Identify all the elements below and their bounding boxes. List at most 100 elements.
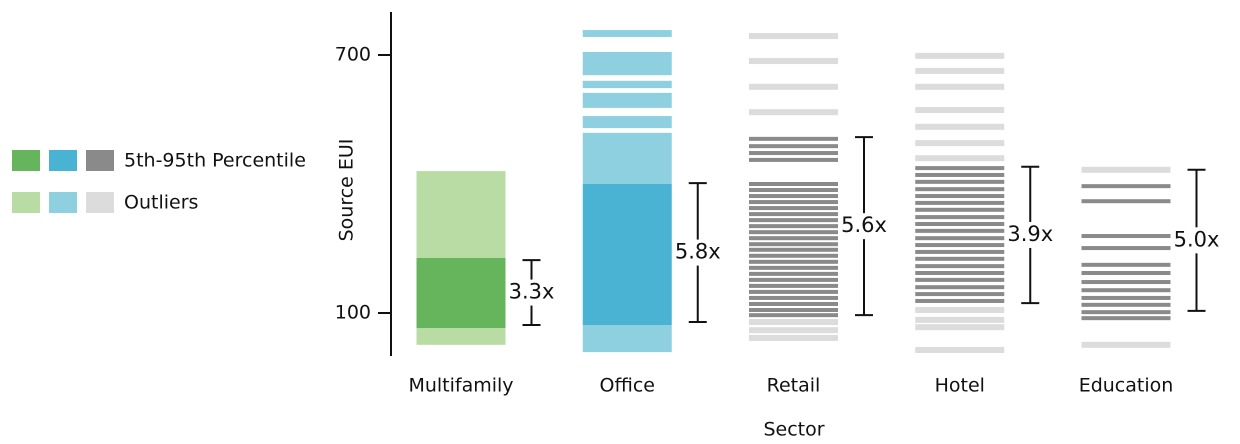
value-line xyxy=(749,289,838,294)
range-band xyxy=(582,92,672,108)
x-tick-label: Multifamily xyxy=(408,375,513,397)
x-tick-label: Education xyxy=(1079,375,1174,397)
value-line xyxy=(915,52,1005,59)
label-bg xyxy=(1008,221,1053,248)
legend-swatch xyxy=(49,192,77,213)
value-line xyxy=(749,218,838,223)
ratio-label: 5.8x xyxy=(675,240,721,264)
value-line xyxy=(915,172,1005,177)
label-bg xyxy=(842,213,886,240)
ratio-label: 3.9x xyxy=(1007,222,1053,246)
value-line xyxy=(749,212,838,217)
value-line xyxy=(749,182,838,186)
range-band xyxy=(416,171,506,258)
value-line xyxy=(915,67,1005,74)
value-line xyxy=(749,58,838,65)
value-line xyxy=(1081,288,1171,293)
value-line xyxy=(915,179,1005,184)
value-line xyxy=(749,157,838,162)
value-line xyxy=(749,242,838,247)
value-line xyxy=(915,346,1005,353)
y-axis-label: Source EUI xyxy=(336,139,358,242)
value-line xyxy=(749,327,838,334)
legend-swatch xyxy=(86,192,114,213)
value-line xyxy=(749,33,838,40)
legend-swatch xyxy=(49,150,77,171)
value-line xyxy=(915,123,1005,130)
value-line xyxy=(1081,271,1171,276)
value-line xyxy=(915,316,1005,323)
value-line xyxy=(749,301,838,306)
range-band xyxy=(582,116,672,129)
value-line xyxy=(915,292,1005,297)
value-line xyxy=(749,224,838,229)
range-band xyxy=(582,325,672,353)
value-line xyxy=(915,243,1005,248)
value-line xyxy=(915,285,1005,290)
value-line xyxy=(915,228,1005,233)
y-tick-label: 700 xyxy=(335,44,371,66)
x-tick-label: Retail xyxy=(767,375,821,397)
x-tick-label: Office xyxy=(600,375,655,397)
value-line xyxy=(1081,166,1171,173)
value-line xyxy=(915,155,1005,162)
value-line xyxy=(915,140,1005,147)
legend-swatch xyxy=(86,150,114,171)
ratio-label: 5.6x xyxy=(841,213,887,237)
value-line xyxy=(749,109,838,116)
value-line xyxy=(749,313,838,318)
value-line xyxy=(915,298,1005,303)
value-line xyxy=(749,188,838,193)
value-line xyxy=(1081,280,1171,285)
value-line xyxy=(749,194,838,199)
value-line xyxy=(915,194,1005,199)
x-tick-label: Hotel xyxy=(935,375,985,397)
value-line xyxy=(749,151,838,156)
range-band xyxy=(582,30,672,37)
label-bg xyxy=(1174,227,1219,254)
legend-label: Outliers xyxy=(124,192,198,214)
value-line xyxy=(749,136,838,141)
value-line xyxy=(915,215,1005,220)
value-line xyxy=(1081,310,1171,315)
value-line xyxy=(915,236,1005,241)
label-bg xyxy=(675,239,720,266)
value-line xyxy=(1081,199,1171,204)
ratio-label: 3.3x xyxy=(509,280,555,304)
value-line xyxy=(749,283,838,288)
value-line xyxy=(915,256,1005,261)
value-line xyxy=(1081,295,1171,300)
value-line xyxy=(1081,316,1171,321)
y-tick-label: 100 xyxy=(335,302,371,324)
value-line xyxy=(915,277,1005,282)
range-band xyxy=(582,51,672,76)
legend-label: 5th-95th Percentile xyxy=(124,150,306,172)
x-axis-label: Sector xyxy=(763,419,824,441)
value-line xyxy=(749,259,838,264)
value-line xyxy=(749,253,838,258)
value-line xyxy=(749,265,838,270)
value-line xyxy=(915,249,1005,254)
value-line xyxy=(749,334,838,341)
value-line xyxy=(915,187,1005,192)
range-band xyxy=(416,257,506,329)
value-line xyxy=(915,324,1005,331)
value-line xyxy=(1081,184,1171,189)
value-line xyxy=(749,206,838,211)
value-line xyxy=(1081,262,1171,267)
value-line xyxy=(749,236,838,241)
range-band xyxy=(582,80,672,89)
value-line xyxy=(749,277,838,282)
label-bg xyxy=(509,279,554,306)
value-line xyxy=(915,264,1005,269)
value-line xyxy=(749,144,838,149)
value-line xyxy=(915,107,1005,114)
value-line xyxy=(1081,234,1171,239)
range-band xyxy=(416,328,506,345)
range-band xyxy=(582,184,672,326)
value-line xyxy=(915,207,1005,212)
value-line xyxy=(915,200,1005,205)
value-line xyxy=(749,319,838,326)
value-line xyxy=(749,271,838,276)
